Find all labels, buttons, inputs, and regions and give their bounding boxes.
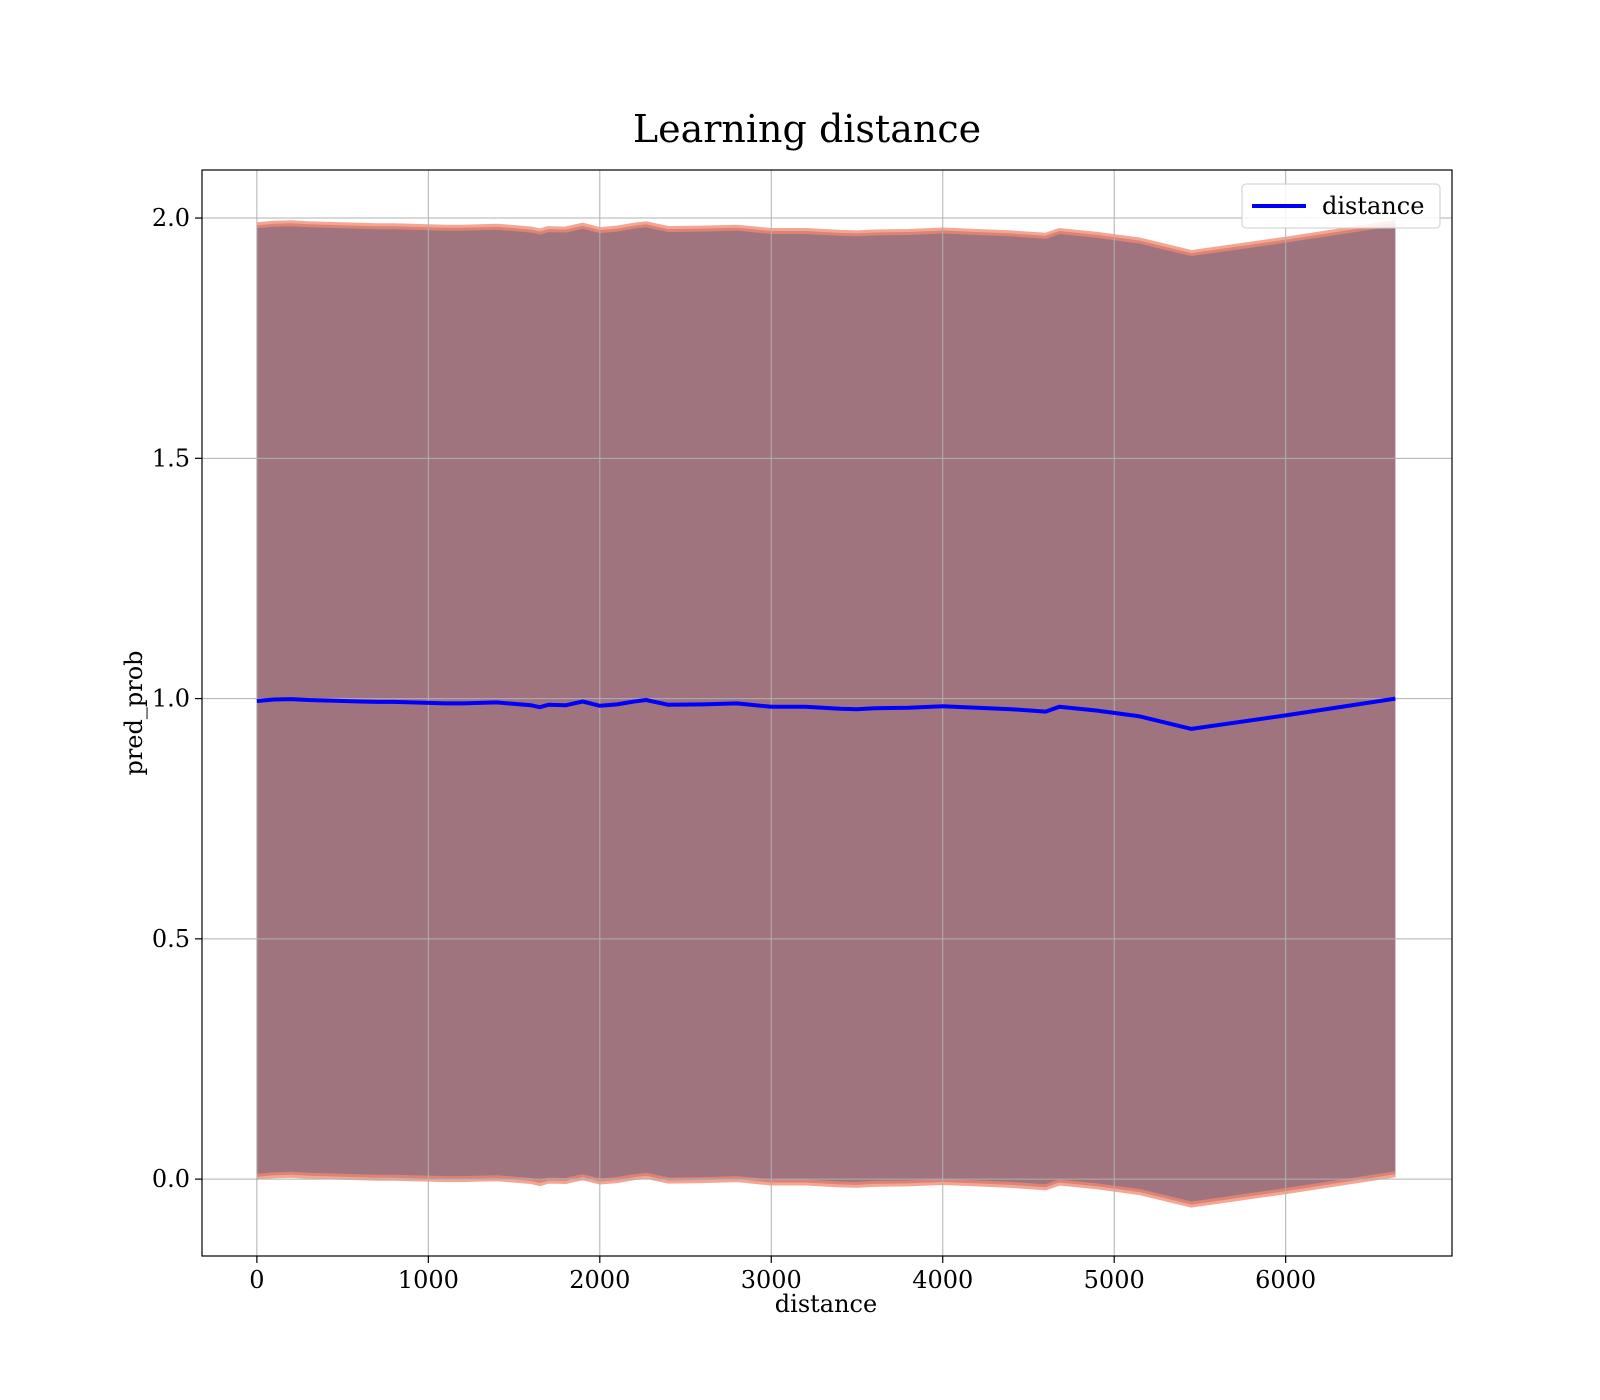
- y-tick-label: 1.0: [152, 685, 190, 713]
- chart-title: Learning distance: [633, 107, 981, 151]
- x-tick-label: 0: [249, 1266, 264, 1294]
- y-axis-label: pred_prob: [120, 650, 148, 775]
- x-tick-label: 2000: [569, 1266, 630, 1294]
- plot-area: 0 1000 2000 3000 4000 5000 6000 0.0 0.5 1.0 1.5 2.0…: [152, 169, 1453, 1294]
- x-tick-label: 3000: [741, 1266, 802, 1294]
- series-line-distance: [256, 696, 1396, 731]
- confidence-band: [256, 222, 1396, 1205]
- y-tick-label: 2.0: [152, 204, 190, 232]
- y-tick-label: 0.0: [152, 1165, 190, 1193]
- y-tick-label: 1.5: [152, 444, 190, 472]
- band-lower-edge: [256, 1171, 1396, 1208]
- x-tick-label: 1000: [398, 1266, 459, 1294]
- y-tick-label: 0.5: [152, 925, 190, 953]
- x-tick-label: 5000: [1084, 1266, 1145, 1294]
- x-axis-label: distance: [775, 1290, 877, 1318]
- x-tick-label: 4000: [912, 1266, 973, 1294]
- legend-label-distance: distance: [1322, 192, 1424, 220]
- x-tick-label: 6000: [1255, 1266, 1316, 1294]
- legend-box: [1241, 183, 1441, 229]
- band-upper-edge: [256, 219, 1396, 257]
- plot-frame: [201, 169, 1453, 1257]
